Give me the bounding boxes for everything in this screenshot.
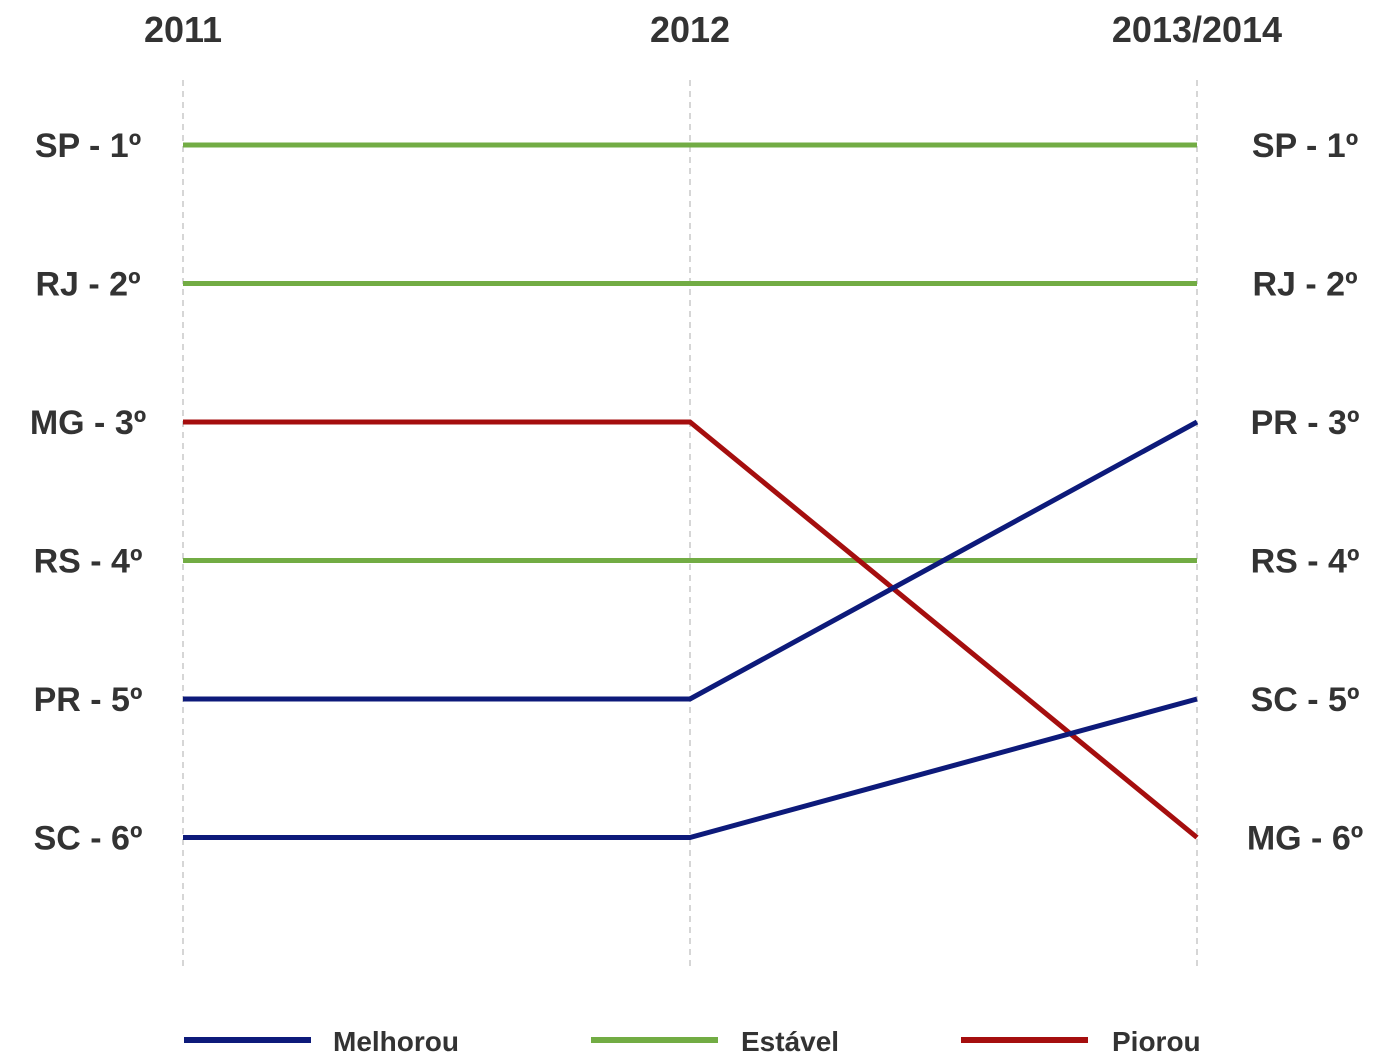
right-rank-label-1: SP - 1º bbox=[1252, 127, 1358, 165]
series-lines bbox=[183, 142, 1199, 840]
right-rank-label-4: RS - 4º bbox=[1251, 543, 1360, 581]
legend: Melhorou Estável Piorou bbox=[184, 1026, 1201, 1057]
left-rank-label-5: PR - 5º bbox=[34, 681, 143, 719]
left-rank-label-4: RS - 4º bbox=[34, 543, 143, 581]
year-labels: 2011 2012 2013/2014 bbox=[144, 9, 1282, 50]
series-line-sc bbox=[183, 696, 1198, 840]
right-rank-label-6: MG - 6º bbox=[1247, 820, 1363, 858]
left-rank-labels: SP - 1º RJ - 2º MG - 3º RS - 4º PR - 5º SC - … bbox=[30, 127, 146, 858]
left-rank-label-3: MG - 3º bbox=[30, 404, 146, 442]
year-label-0: 2011 bbox=[144, 9, 222, 50]
right-rank-label-3: PR - 3º bbox=[1251, 404, 1360, 442]
left-rank-label-2: RJ - 2º bbox=[35, 266, 140, 304]
legend-label-piorou: Piorou bbox=[1112, 1026, 1201, 1057]
right-rank-label-2: RJ - 2º bbox=[1252, 266, 1357, 304]
left-rank-label-1: SP - 1º bbox=[35, 127, 141, 165]
year-label-1: 2012 bbox=[650, 9, 730, 50]
vertical-guides bbox=[182, 80, 1198, 968]
right-rank-labels: SP - 1º RJ - 2º PR - 3º RS - 4º SC - 5º MG - … bbox=[1247, 127, 1363, 858]
series-line-mg bbox=[183, 419, 1199, 840]
left-rank-label-6: SC - 6º bbox=[34, 820, 143, 858]
legend-label-estavel: Estável bbox=[741, 1026, 839, 1057]
legend-label-melhorou: Melhorou bbox=[333, 1026, 459, 1057]
year-label-2: 2013/2014 bbox=[1112, 9, 1282, 50]
right-rank-label-5: SC - 5º bbox=[1251, 681, 1360, 719]
series-line-pr bbox=[183, 419, 1199, 702]
